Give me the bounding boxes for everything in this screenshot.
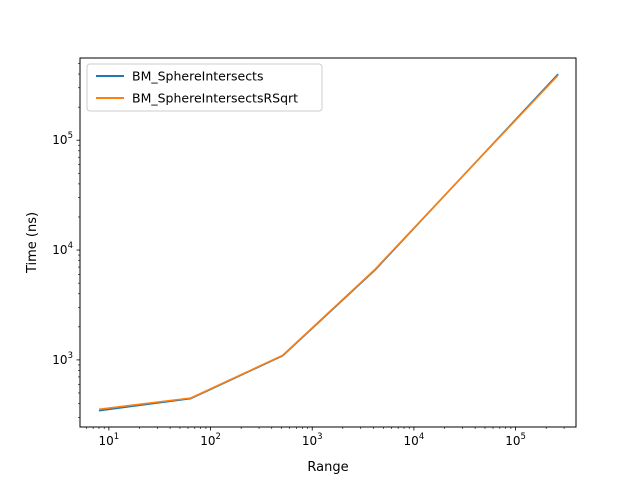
y-tick-label: 104 [52,241,73,257]
x-tick-label: 104 [404,432,425,448]
series-layer [98,73,559,412]
series-line-2 [98,74,559,411]
major-ticks: 101 102 103 104 105 103 104 105 [52,131,526,448]
y-tick-label: 105 [52,131,73,147]
legend-label-series-1: BM_SphereIntersects [132,69,263,84]
legend-label-series-2: BM_SphereIntersectsRSqrt [132,91,298,106]
plot-frame [79,57,577,428]
x-tick-label: 102 [200,432,221,448]
legend-box [86,63,323,112]
y-axis-label: Time (ns) [25,212,40,274]
x-tick-label: 105 [505,432,526,448]
x-tick-label: 103 [302,432,323,448]
x-axis-label: Range [307,460,348,475]
y-tick-label: 103 [52,351,73,367]
legend: BM_SphereIntersects BM_SphereIntersectsR… [86,63,323,112]
x-tick-label: 101 [99,432,120,448]
